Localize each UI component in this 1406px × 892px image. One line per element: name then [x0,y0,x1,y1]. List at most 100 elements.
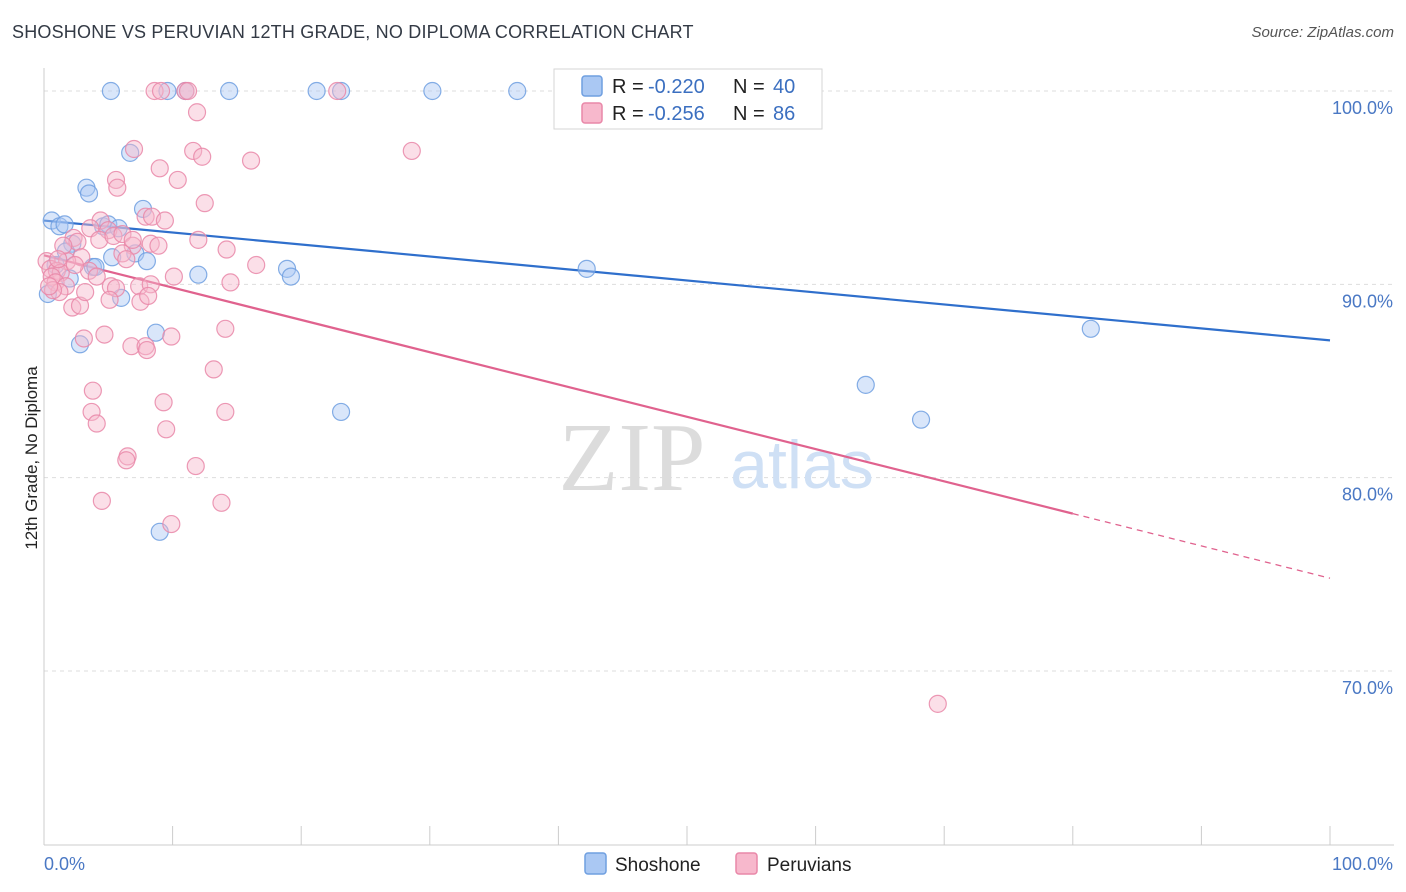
point-peruvians [87,267,106,286]
point-peruvians [162,327,181,346]
legend-r-label-peruvians: R = [612,103,644,125]
point-shoshone [423,81,442,101]
point-peruvians [124,139,144,159]
point-peruvians [95,325,114,344]
point-peruvians [217,240,236,259]
point-peruvians [247,255,266,275]
point-shoshone [331,81,351,101]
point-shoshone [158,81,177,101]
point-shoshone [1081,319,1100,338]
point-peruvians [117,451,136,470]
point-peruvians [70,296,90,315]
point-shoshone [307,81,326,101]
point-peruvians [212,493,231,512]
legend-r-shoshone: -0.220 [648,76,705,98]
point-peruvians [189,230,208,249]
point-shoshone [112,288,131,307]
point-peruvians [106,170,126,190]
point-peruvians [104,226,123,246]
point-peruvians [193,147,212,166]
trend-line-shoshone [43,219,1331,342]
point-peruvians [184,141,203,161]
chart-source: Source: ZipAtlas.com [1251,24,1394,41]
point-peruvians [106,279,126,298]
data-points [37,81,1100,713]
trend-line-peruvians [43,254,1074,515]
point-peruvians [82,402,101,422]
point-peruvians [195,194,214,213]
point-peruvians [92,491,111,510]
point-shoshone [79,184,99,203]
y-tick-label: 90.0% [1342,291,1393,311]
point-peruvians [74,329,93,348]
y-tick-label: 80.0% [1342,485,1393,505]
point-peruvians [113,224,132,244]
legend-r-label-shoshone: R = [612,76,644,98]
point-peruvians [178,81,198,101]
point-shoshone [911,410,931,429]
trend-lines [43,219,1331,579]
point-peruvians [100,290,119,309]
point-peruvians [402,141,421,161]
point-peruvians [51,263,70,282]
y-tick-label: 70.0% [1342,678,1393,698]
point-shoshone [508,81,527,101]
point-peruvians [87,414,106,433]
y-tick-label: 100.0% [1332,98,1393,118]
bottom-legend-swatch-shoshone [584,852,607,875]
point-peruvians [136,207,155,226]
point-shoshone [331,402,351,422]
y-tick-labels: 100.0% 90.0% 80.0% 70.0% [1332,98,1393,698]
point-shoshone [103,248,122,267]
watermark-atlas: atlas [730,427,874,503]
point-peruvians [204,360,223,379]
point-peruvians [154,393,173,412]
point-peruvians [164,267,183,286]
point-peruvians [40,277,59,296]
point-peruvians [187,103,207,122]
point-peruvians [162,514,181,534]
point-peruvians [83,381,102,400]
point-peruvians [141,275,160,294]
point-peruvians [49,250,68,269]
gridlines [44,90,1392,672]
point-peruvians [90,230,109,249]
point-peruvians [76,282,95,302]
point-shoshone [856,375,875,394]
point-peruvians [186,456,205,476]
legend-n-label-peruvians: N = [733,103,765,125]
point-shoshone [101,81,120,101]
point-shoshone [55,215,74,234]
legend-swatch-shoshone [581,75,603,97]
point-peruvians [149,236,168,255]
point-peruvians [155,211,174,230]
bottom-legend: Shoshone Peruvians [584,852,852,876]
watermark: ZIP atlas [559,404,874,512]
point-peruvians [157,420,176,439]
axes [43,68,1394,846]
legend-swatch-peruvians [581,102,603,124]
x-tick-label: 0.0% [44,854,85,874]
point-peruvians [65,255,84,275]
legend-r-peruvians: -0.256 [648,103,705,125]
point-peruvians [241,151,261,170]
point-peruvians [151,81,171,101]
point-peruvians [216,402,235,422]
y-axis-label: 12th Grade, No Diploma [22,366,41,550]
point-peruvians [123,230,142,249]
point-peruvians [117,250,136,269]
legend: R = -0.220 N = 40 R = -0.256 N = 86 [553,68,823,130]
legend-n-label-shoshone: N = [733,76,765,98]
point-peruvians [221,273,240,292]
watermark-zip: ZIP [559,404,706,512]
legend-n-shoshone: 40 [773,76,795,98]
point-shoshone [137,252,156,271]
x-tick-label: 100.0% [1332,854,1393,874]
bottom-legend-label-shoshone: Shoshone [615,855,701,876]
legend-n-peruvians: 86 [773,103,795,125]
point-peruvians [139,286,158,306]
chart-title: SHOSHONE VS PERUVIAN 12TH GRADE, NO DIPL… [12,22,694,42]
bottom-legend-label-peruvians: Peruvians [767,855,852,876]
point-peruvians [54,236,73,255]
point-peruvians [150,159,169,178]
